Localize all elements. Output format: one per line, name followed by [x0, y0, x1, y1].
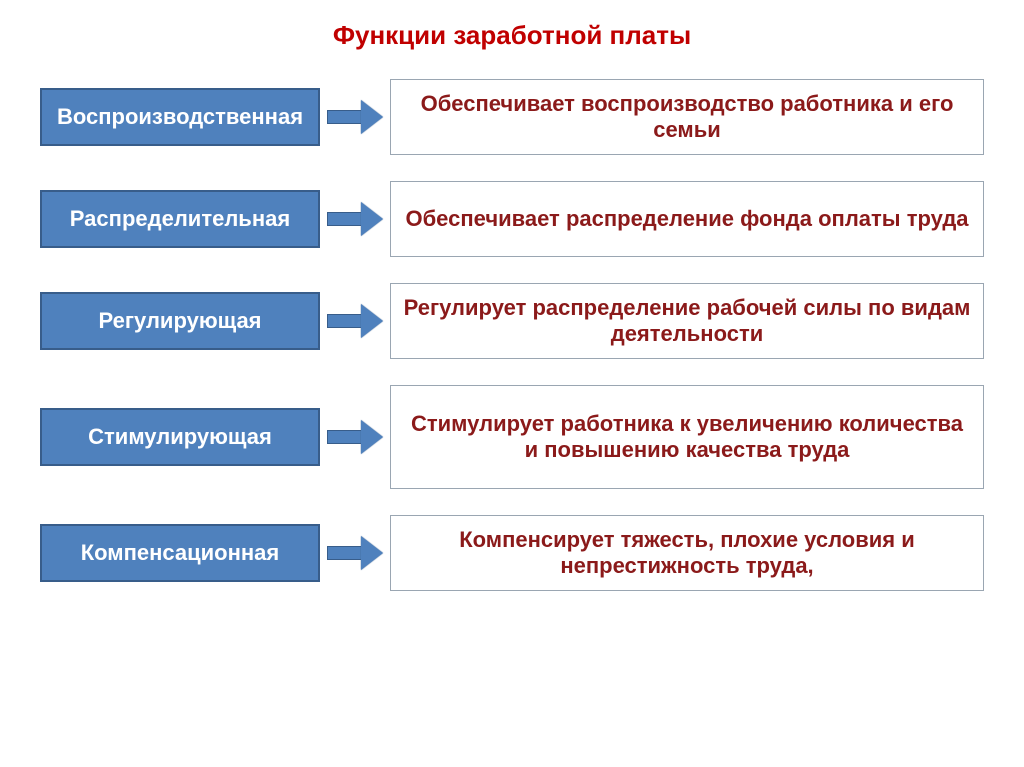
function-label-box: Стимулирующая — [40, 408, 320, 466]
arrow-icon — [320, 304, 390, 338]
function-row: Регулирующая Регулирует распределение раб… — [40, 283, 984, 359]
function-row: Воспроизводственная Обеспечивает воспроиз… — [40, 79, 984, 155]
function-description-box: Обеспечивает распределение фонда оплаты … — [390, 181, 984, 257]
function-label-box: Компенсационная — [40, 524, 320, 582]
function-description-box: Обеспечивает воспроизводство работника и… — [390, 79, 984, 155]
function-row: Стимулирующая Стимулирует работника к уве… — [40, 385, 984, 489]
function-description-box: Регулирует распределение рабочей силы по… — [390, 283, 984, 359]
arrow-icon — [320, 100, 390, 134]
diagram-title: Функции заработной платы — [40, 20, 984, 51]
diagram-rows: Воспроизводственная Обеспечивает воспроиз… — [40, 79, 984, 591]
function-description-box: Компенсирует тяжесть, плохие условия и н… — [390, 515, 984, 591]
function-description-box: Стимулирует работника к увеличению колич… — [390, 385, 984, 489]
arrow-icon — [320, 202, 390, 236]
arrow-icon — [320, 536, 390, 570]
function-label-box: Распределительная — [40, 190, 320, 248]
function-row: Компенсационная Компенсирует тяжесть, пло… — [40, 515, 984, 591]
function-label-box: Регулирующая — [40, 292, 320, 350]
function-label-box: Воспроизводственная — [40, 88, 320, 146]
arrow-icon — [320, 420, 390, 454]
function-row: Распределительная Обеспечивает распределе… — [40, 181, 984, 257]
